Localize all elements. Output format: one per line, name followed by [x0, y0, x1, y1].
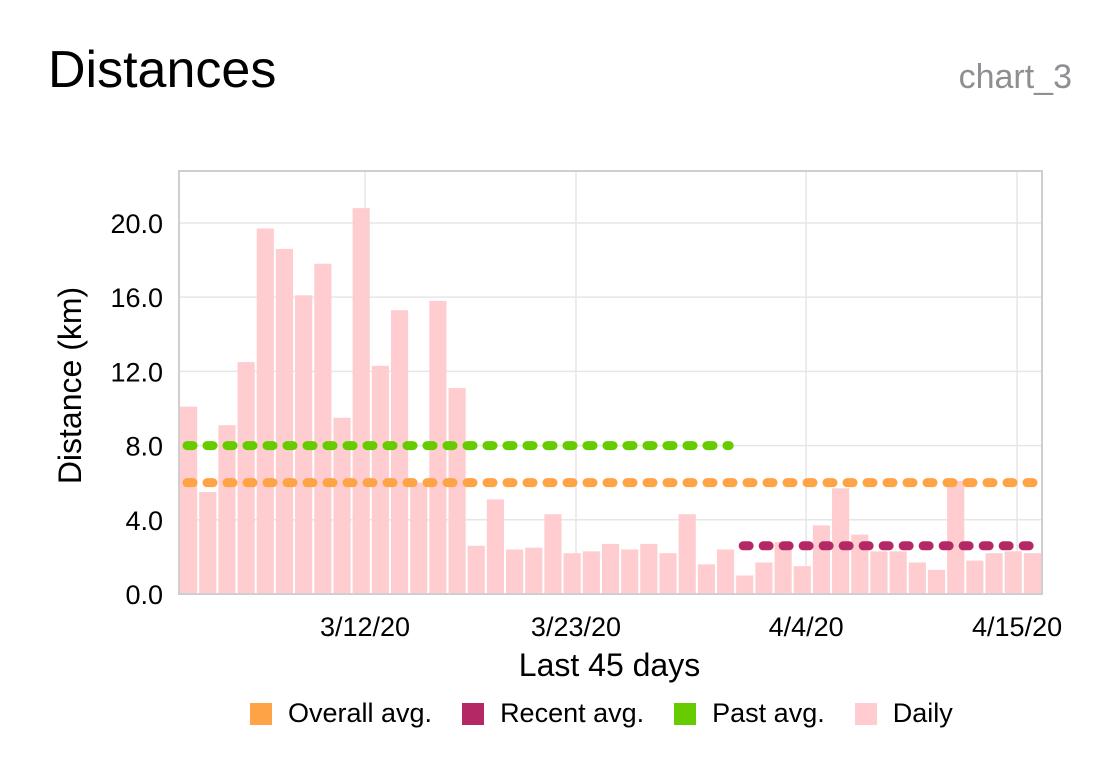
- legend-item-past-avg: Past avg.: [674, 698, 825, 729]
- daily-bar: [793, 566, 811, 594]
- daily-bar: [333, 417, 351, 594]
- y-axis-label: Distance (km): [52, 287, 88, 484]
- legend-item-recent-avg: Recent avg.: [462, 698, 644, 729]
- chart-id-label: chart_3: [958, 58, 1072, 96]
- daily-bar: [947, 480, 965, 594]
- y-tick-label: 12.0: [110, 357, 163, 387]
- chart-title: Distances: [48, 41, 277, 99]
- plot-frame: [178, 170, 1043, 595]
- daily-bar: [966, 560, 984, 594]
- y-tick-label: 16.0: [110, 283, 163, 313]
- daily-bar: [716, 549, 735, 594]
- daily-bar: [275, 248, 294, 594]
- daily-bar: [755, 562, 773, 594]
- daily-bar: [467, 545, 485, 594]
- daily-bar: [1004, 551, 1022, 594]
- y-tick-label: 4.0: [125, 506, 163, 536]
- daily-bar: [774, 542, 792, 594]
- daily-bar: [448, 388, 466, 594]
- legend-label-overall-avg: Overall avg.: [288, 698, 433, 728]
- daily-bar: [1023, 553, 1041, 594]
- legend-item-daily: Daily: [854, 698, 953, 729]
- daily-bar: [410, 482, 428, 594]
- legend-label-daily: Daily: [892, 698, 953, 728]
- daily-bar: [486, 499, 505, 594]
- daily-bar: [352, 208, 370, 594]
- daily-bar: [237, 362, 255, 594]
- daily-bar: [256, 228, 274, 594]
- y-tick-label: 20.0: [110, 209, 163, 239]
- y-tick-label: 8.0: [125, 432, 163, 462]
- daily-bar: [870, 551, 888, 594]
- daily-bar: [218, 425, 236, 594]
- distance-chart: 0.0 4.0 8.0 12.0 16.0 20.0 3/12/20 3/23/20 4/4/2…: [52, 170, 1062, 683]
- daily-bar: [601, 543, 620, 594]
- daily-bar: [563, 553, 581, 594]
- daily-bar: [832, 488, 850, 594]
- legend-label-past-avg: Past avg.: [712, 698, 825, 728]
- x-tick-label: 3/23/20: [531, 612, 621, 642]
- daily-bar: [640, 543, 658, 594]
- legend-swatch-daily: [854, 702, 877, 725]
- daily-bar: [199, 491, 217, 594]
- daily-bar: [525, 547, 543, 594]
- daily-bar: [889, 551, 907, 594]
- legend-label-recent-avg: Recent avg.: [500, 698, 645, 728]
- daily-bar: [621, 549, 639, 594]
- daily-bar: [506, 549, 524, 594]
- daily-bar: [985, 553, 1003, 594]
- daily-bar: [314, 263, 332, 594]
- daily-bar: [736, 575, 754, 594]
- legend-swatch-overall-avg: [250, 702, 272, 725]
- legend-swatch-past-avg: [674, 702, 697, 725]
- daily-bar: [908, 562, 926, 594]
- y-tick-label: 0.0: [125, 580, 163, 610]
- x-axis-label: Last 45 days: [519, 647, 700, 683]
- daily-bar: [582, 551, 600, 594]
- chart-legend: Overall avg. Recent avg. Past avg. Daily: [250, 698, 983, 729]
- daily-bar: [927, 569, 946, 594]
- daily-bar: [180, 406, 198, 594]
- daily-bar: [697, 564, 715, 594]
- x-tick-label: 4/15/20: [972, 612, 1062, 642]
- daily-bar: [678, 514, 696, 594]
- daily-bar: [812, 525, 831, 594]
- daily-bar: [544, 514, 562, 594]
- x-tick-label: 4/4/20: [769, 612, 844, 642]
- x-tick-label: 3/12/20: [320, 612, 410, 642]
- legend-item-overall-avg: Overall avg.: [250, 698, 432, 729]
- daily-bar: [659, 553, 677, 594]
- daily-bar: [390, 310, 409, 594]
- legend-swatch-recent-avg: [462, 702, 485, 725]
- daily-bar: [371, 365, 389, 594]
- daily-bar: [429, 300, 447, 594]
